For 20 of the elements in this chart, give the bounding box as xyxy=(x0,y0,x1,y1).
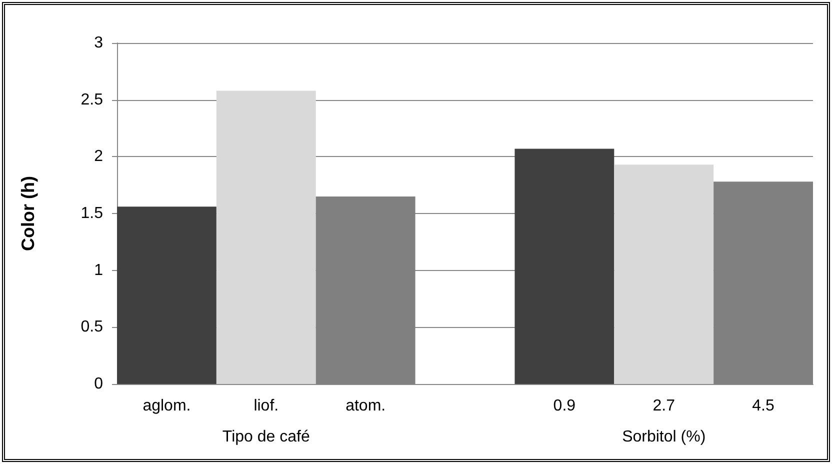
bar xyxy=(117,206,216,384)
y-tick-label: 0.5 xyxy=(80,318,104,336)
bar xyxy=(216,90,316,384)
x-tick-label: 0.9 xyxy=(553,398,576,414)
y-tick-label: 2.5 xyxy=(80,91,104,108)
y-tick-label: 1.5 xyxy=(80,205,104,222)
y-tick-label: 3 xyxy=(94,34,104,52)
text: Sorbitol (%) xyxy=(622,428,706,446)
bar xyxy=(514,148,614,384)
y-tick-label: 0 xyxy=(94,376,104,392)
y-axis-title: Color (h) xyxy=(18,176,38,251)
y-tick-label: 2 xyxy=(94,148,104,166)
text: Tipo de café xyxy=(222,428,310,446)
bar xyxy=(614,164,714,384)
x-tick-label: 4.5 xyxy=(752,398,775,414)
y-tick-label: 1 xyxy=(94,262,104,279)
x-tick-label: liof. xyxy=(254,398,279,414)
x-tick-label: atom. xyxy=(346,398,386,414)
x-tick-label: 2.7 xyxy=(652,398,676,414)
x-tick-label: aglom. xyxy=(142,398,191,414)
